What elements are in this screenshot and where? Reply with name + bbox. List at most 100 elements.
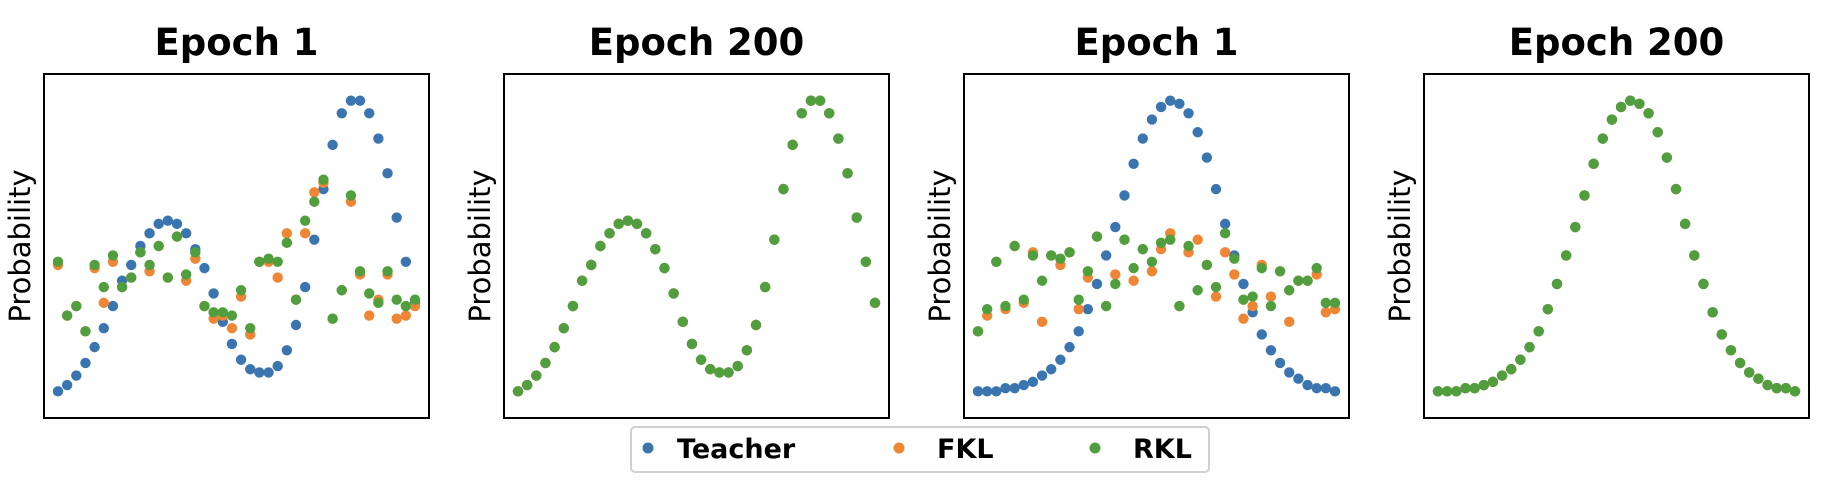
data-point xyxy=(235,354,247,365)
data-point xyxy=(869,297,881,309)
data-point xyxy=(391,212,402,223)
data-point xyxy=(622,215,634,226)
series-rkl xyxy=(1432,95,1801,397)
data-point xyxy=(741,345,753,356)
data-point xyxy=(281,237,293,249)
data-point xyxy=(659,262,670,274)
data-point xyxy=(1284,316,1295,328)
data-point xyxy=(778,183,789,195)
data-point xyxy=(226,338,238,350)
data-point xyxy=(1119,190,1130,201)
panel-4: Epoch 200 Probability xyxy=(1383,21,1810,419)
data-point xyxy=(1478,379,1489,391)
data-point xyxy=(235,285,247,296)
data-point xyxy=(153,240,164,252)
data-point xyxy=(382,168,393,179)
data-point xyxy=(1284,285,1295,296)
data-point xyxy=(1238,313,1249,324)
data-point xyxy=(1036,370,1048,381)
data-point xyxy=(677,316,688,328)
panel-3: Epoch 1 Probability xyxy=(923,21,1350,419)
data-point xyxy=(851,212,862,223)
data-point xyxy=(144,259,155,271)
data-point xyxy=(327,139,338,151)
data-point xyxy=(1219,228,1231,239)
legend-label: Teacher xyxy=(677,434,796,465)
data-point xyxy=(1579,190,1590,201)
data-point xyxy=(226,310,238,321)
data-point xyxy=(354,266,366,277)
data-point xyxy=(1265,300,1277,312)
data-point xyxy=(281,228,293,239)
series-teacher xyxy=(1432,95,1801,397)
data-point xyxy=(1055,354,1066,365)
data-point xyxy=(1201,259,1213,271)
data-point xyxy=(1009,240,1020,252)
data-point xyxy=(972,386,984,397)
panel-title: Epoch 200 xyxy=(1509,21,1725,64)
data-point xyxy=(1183,108,1194,119)
data-point xyxy=(1036,316,1048,328)
data-point xyxy=(1320,307,1332,318)
data-point xyxy=(107,300,119,312)
data-point xyxy=(382,266,393,277)
data-point xyxy=(1082,266,1094,277)
data-point xyxy=(391,313,402,324)
data-point xyxy=(705,364,716,375)
legend: Teacher FKL RKL xyxy=(630,426,1210,473)
data-point xyxy=(354,95,366,106)
data-point xyxy=(1311,262,1322,274)
data-point xyxy=(1652,127,1663,138)
legend-item-fkl: FKL xyxy=(893,434,994,465)
data-point xyxy=(1110,278,1121,290)
data-point xyxy=(80,357,91,369)
series-teacher xyxy=(52,95,421,397)
data-point xyxy=(199,262,210,274)
data-point xyxy=(98,322,109,334)
data-point xyxy=(750,319,762,331)
data-point xyxy=(1698,278,1709,290)
data-point xyxy=(640,228,652,239)
data-point xyxy=(336,285,347,296)
data-point xyxy=(98,297,109,309)
data-point xyxy=(1762,379,1773,391)
data-point xyxy=(281,345,293,356)
data-point xyxy=(814,95,826,106)
data-point xyxy=(1238,278,1249,290)
data-point xyxy=(263,253,274,264)
data-point xyxy=(162,272,174,283)
data-point xyxy=(400,256,412,267)
data-point xyxy=(1064,247,1075,258)
data-point xyxy=(1551,278,1563,290)
data-point xyxy=(1302,379,1313,391)
data-point xyxy=(1661,152,1673,163)
data-point xyxy=(1247,291,1258,302)
data-point xyxy=(1265,291,1277,302)
legend-item-teacher: Teacher xyxy=(642,434,796,465)
data-point xyxy=(1137,243,1148,255)
data-point xyxy=(245,322,256,334)
data-point xyxy=(1643,108,1654,119)
data-point xyxy=(1496,370,1508,381)
data-point xyxy=(309,187,320,198)
panel-title: Epoch 200 xyxy=(589,21,805,64)
data-point xyxy=(805,95,817,106)
plot-frame xyxy=(963,73,1350,419)
data-point xyxy=(1329,297,1341,309)
data-point xyxy=(1165,95,1176,106)
data-point xyxy=(1128,262,1139,274)
data-point xyxy=(531,370,542,381)
data-point xyxy=(1570,221,1581,233)
data-point xyxy=(391,294,402,305)
legend-box xyxy=(630,426,1210,473)
data-point xyxy=(1460,383,1471,394)
data-point xyxy=(1606,114,1618,125)
data-point xyxy=(1229,269,1240,280)
data-point xyxy=(1146,256,1158,267)
data-point xyxy=(1256,262,1267,274)
data-point xyxy=(80,326,91,337)
data-point xyxy=(796,108,807,119)
data-point xyxy=(1679,218,1691,230)
data-point xyxy=(1128,158,1139,170)
